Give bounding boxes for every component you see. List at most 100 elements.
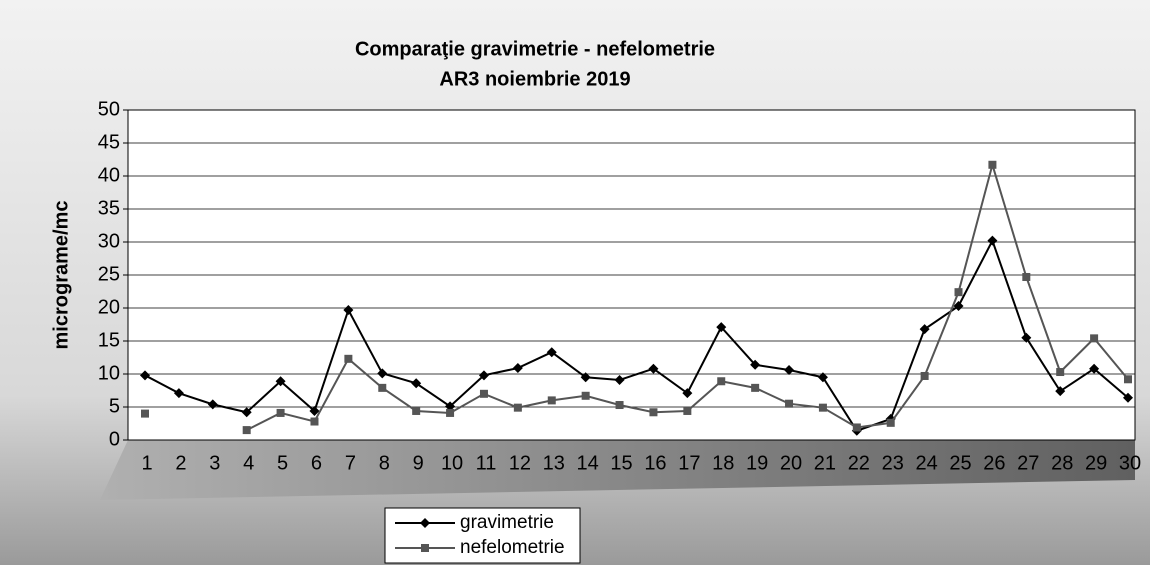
x-tick-label: 27 bbox=[1017, 452, 1039, 474]
point bbox=[1021, 332, 1032, 343]
x-tick-label: 1 bbox=[141, 452, 152, 474]
point bbox=[309, 405, 320, 416]
x-tick-label: 3 bbox=[209, 452, 220, 474]
y-tick-label: 25 bbox=[98, 263, 120, 285]
point bbox=[478, 370, 489, 381]
point bbox=[1056, 368, 1065, 377]
legend-box bbox=[384, 507, 581, 564]
y-tick-label: 35 bbox=[98, 197, 120, 219]
point bbox=[242, 426, 251, 435]
x-tick-label: 15 bbox=[610, 452, 632, 474]
x-tick-label: 18 bbox=[712, 452, 734, 474]
point bbox=[343, 304, 354, 315]
point bbox=[241, 407, 252, 418]
x-tick-label: 13 bbox=[543, 452, 565, 474]
point bbox=[987, 235, 998, 246]
x-tick-label: 6 bbox=[311, 452, 322, 474]
y-tick-label: 15 bbox=[98, 329, 120, 351]
legend-marker bbox=[421, 544, 429, 552]
x-tick-label: 19 bbox=[746, 452, 768, 474]
point bbox=[852, 423, 861, 432]
x-tick-label: 10 bbox=[441, 452, 463, 474]
y-tick-label: 45 bbox=[98, 131, 120, 153]
point bbox=[276, 408, 285, 417]
point bbox=[377, 368, 388, 379]
point bbox=[173, 388, 184, 399]
point bbox=[581, 391, 590, 400]
x-tick-label: 4 bbox=[243, 452, 254, 474]
y-tick-label: 20 bbox=[98, 296, 120, 318]
x-tick-label: 14 bbox=[577, 452, 599, 474]
chart-title: Comparaţie gravimetrie - nefelometrie bbox=[355, 38, 715, 60]
point bbox=[716, 322, 727, 333]
point bbox=[141, 409, 149, 418]
y-tick-label: 50 bbox=[98, 98, 120, 120]
x-tick-label: 26 bbox=[983, 452, 1005, 474]
point bbox=[140, 370, 150, 381]
x-tick-label: 21 bbox=[814, 452, 836, 474]
point bbox=[1055, 386, 1066, 397]
chart-subtitle: AR3 noiembrie 2019 bbox=[439, 68, 630, 90]
point bbox=[547, 396, 556, 405]
series-line bbox=[144, 238, 1129, 432]
point bbox=[1124, 375, 1132, 384]
y-axis-label: micrograme/mc bbox=[50, 201, 72, 350]
x-tick-label: 22 bbox=[848, 452, 870, 474]
point bbox=[479, 389, 488, 398]
x-tick-label: 8 bbox=[379, 452, 390, 474]
point bbox=[751, 383, 760, 392]
point bbox=[818, 403, 827, 412]
point bbox=[614, 374, 625, 385]
point bbox=[310, 417, 319, 426]
point bbox=[785, 399, 794, 408]
point bbox=[750, 359, 761, 370]
point bbox=[546, 347, 557, 358]
legend-marker bbox=[420, 518, 430, 528]
y-tick-label: 30 bbox=[98, 230, 120, 252]
point bbox=[648, 363, 659, 374]
point bbox=[412, 406, 421, 415]
point bbox=[275, 376, 286, 387]
x-tick-label: 28 bbox=[1051, 452, 1073, 474]
x-tick-label: 24 bbox=[915, 452, 937, 474]
legend-label: gravimetrie bbox=[460, 512, 554, 533]
x-tick-label: 29 bbox=[1085, 452, 1107, 474]
point bbox=[919, 324, 930, 335]
point bbox=[1022, 272, 1031, 281]
x-tick-label: 12 bbox=[509, 452, 531, 474]
x-tick-label: 9 bbox=[413, 452, 424, 474]
y-tick-label: 10 bbox=[98, 362, 120, 384]
x-tick-label: 2 bbox=[175, 452, 186, 474]
point bbox=[920, 371, 929, 380]
x-tick-label: 30 bbox=[1119, 452, 1141, 474]
point bbox=[988, 160, 997, 169]
point bbox=[683, 406, 692, 415]
x-tick-label: 11 bbox=[476, 452, 497, 474]
floor bbox=[100, 440, 1135, 500]
point bbox=[784, 365, 795, 376]
point bbox=[1089, 363, 1100, 374]
point bbox=[953, 301, 964, 312]
point bbox=[378, 383, 387, 392]
point bbox=[817, 372, 828, 383]
point bbox=[411, 378, 422, 389]
point bbox=[207, 399, 218, 410]
point bbox=[886, 418, 895, 427]
x-tick-label: 7 bbox=[345, 452, 356, 474]
x-tick-label: 25 bbox=[949, 452, 971, 474]
x-tick-label: 16 bbox=[644, 452, 666, 474]
point bbox=[513, 403, 522, 412]
y-tick-label: 40 bbox=[98, 164, 120, 186]
y-tick-label: 5 bbox=[109, 395, 120, 417]
x-tick-label: 20 bbox=[780, 452, 802, 474]
point bbox=[512, 363, 523, 374]
y-tick-label: 0 bbox=[109, 428, 120, 450]
point bbox=[344, 354, 353, 363]
point bbox=[954, 288, 963, 297]
point bbox=[615, 401, 624, 410]
point bbox=[1090, 334, 1099, 343]
point bbox=[580, 372, 591, 383]
point bbox=[717, 377, 726, 386]
x-tick-label: 23 bbox=[882, 452, 904, 474]
